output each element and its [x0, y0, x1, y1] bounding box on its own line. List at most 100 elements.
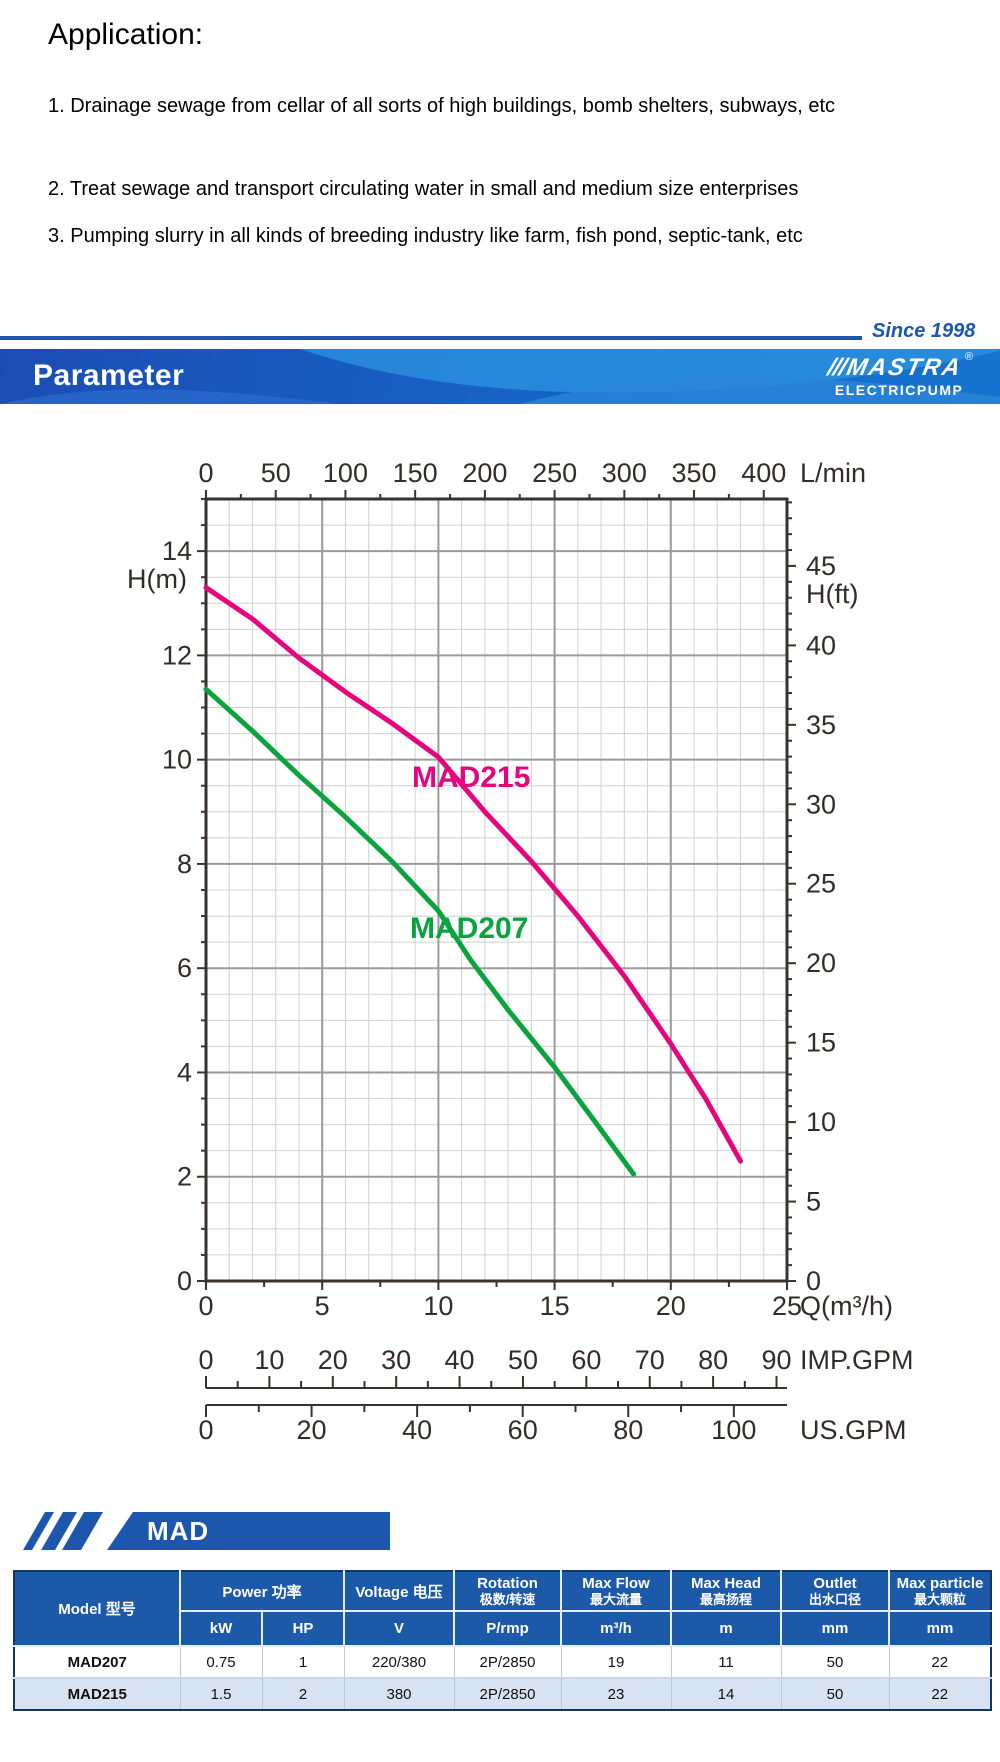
svg-text:4: 4 — [177, 1057, 192, 1087]
svg-text:10: 10 — [806, 1107, 836, 1137]
svg-text:400: 400 — [741, 458, 786, 488]
cell-outlet: 50 — [780, 1678, 890, 1710]
svg-text:20: 20 — [318, 1345, 348, 1375]
curve-MAD207 — [203, 686, 637, 1177]
svg-text:20: 20 — [297, 1415, 327, 1445]
mad-banner-block: MAD — [107, 1512, 390, 1550]
svg-text:80: 80 — [613, 1415, 643, 1445]
svg-text:US.GPM: US.GPM — [800, 1415, 907, 1445]
col-header-voltage: Voltage 电压 — [343, 1571, 455, 1612]
parameter-title: Parameter — [33, 359, 185, 392]
svg-text:0: 0 — [198, 1415, 213, 1445]
svg-text:10: 10 — [254, 1345, 284, 1375]
svg-text:12: 12 — [162, 640, 192, 670]
unit-head: m — [670, 1610, 782, 1647]
curve-MAD215 — [203, 585, 744, 1164]
cell-particle: 22 — [888, 1678, 991, 1710]
svg-text:30: 30 — [381, 1345, 411, 1375]
svg-text:5: 5 — [315, 1291, 330, 1321]
cell-flow: 19 — [560, 1646, 672, 1679]
unit-particle: mm — [888, 1610, 991, 1647]
application-item-1: 1. Drainage sewage from cellar of all so… — [48, 95, 836, 117]
svg-text:0: 0 — [198, 1291, 213, 1321]
logo-brand-text: MASTRA — [844, 354, 965, 381]
cell-rotation: 2P/2850 — [453, 1646, 562, 1679]
cell-particle: 22 — [888, 1646, 991, 1679]
application-item-2: 2. Treat sewage and transport circulatin… — [48, 178, 799, 200]
table-row-mad215: MAD215 1.5 2 380 2P/2850 23 14 50 22 — [14, 1678, 991, 1710]
cell-model: MAD215 — [14, 1678, 181, 1710]
col-header-max-flow: Max Flow 最大流量 — [560, 1571, 672, 1612]
svg-text:300: 300 — [602, 458, 647, 488]
svg-text:35: 35 — [806, 710, 836, 740]
svg-text:2: 2 — [177, 1162, 192, 1192]
svg-text:350: 350 — [672, 458, 717, 488]
svg-text:20: 20 — [656, 1291, 686, 1321]
svg-text:Q(m³/h): Q(m³/h) — [800, 1291, 893, 1321]
cell-rotation: 2P/2850 — [453, 1678, 562, 1710]
curve-label-MAD207: MAD207 — [410, 912, 528, 945]
svg-text:20: 20 — [806, 948, 836, 978]
svg-text:150: 150 — [393, 458, 438, 488]
mastra-logo: ///MASTRA® ELECTRICPUMP — [825, 352, 973, 398]
unit-rotation: P/rmp — [453, 1610, 562, 1647]
svg-text:25: 25 — [806, 869, 836, 899]
pump-curve-chart-svg: 0 50 100 150 200 250 300 350 4000246810121451015… — [127, 458, 914, 1445]
svg-text:8: 8 — [177, 849, 192, 879]
cell-hp: 2 — [261, 1678, 345, 1710]
svg-text:25: 25 — [772, 1291, 802, 1321]
col-header-max-head: Max Head 最高扬程 — [670, 1571, 782, 1612]
logo-subtitle: ELECTRICPUMP — [834, 382, 964, 398]
svg-text:H(m): H(m) — [127, 564, 187, 594]
svg-text:0: 0 — [198, 1345, 213, 1375]
cell-hp: 1 — [261, 1646, 345, 1679]
cell-kw: 1.5 — [179, 1678, 263, 1710]
cell-voltage: 380 — [343, 1678, 455, 1710]
cell-flow: 23 — [560, 1678, 672, 1710]
cell-head: 11 — [670, 1646, 782, 1679]
svg-text:14: 14 — [162, 536, 192, 566]
svg-text:0: 0 — [198, 458, 213, 488]
svg-text:250: 250 — [532, 458, 577, 488]
svg-text:100: 100 — [711, 1415, 756, 1445]
mad-section-banner: MAD — [15, 1512, 390, 1550]
svg-text:200: 200 — [462, 458, 507, 488]
table-row-mad207: MAD207 0.75 1 220/380 2P/2850 19 11 50 2… — [14, 1646, 991, 1679]
svg-text:10: 10 — [423, 1291, 453, 1321]
unit-outlet: mm — [780, 1610, 890, 1647]
svg-text:15: 15 — [540, 1291, 570, 1321]
cell-outlet: 50 — [780, 1646, 890, 1679]
unit-v: V — [343, 1610, 455, 1647]
pump-curve-chart: 0 50 100 150 200 250 300 350 400 0 2 4 6 8 10 12 14 5 10 15… — [0, 404, 1000, 1504]
mad-section-label: MAD — [147, 1516, 210, 1546]
svg-text:45: 45 — [806, 551, 836, 581]
unit-kw: kW — [180, 1610, 263, 1647]
banner-wave-decoration — [0, 349, 1000, 404]
col-header-model: Model 型号 — [14, 1571, 181, 1647]
divider-rule — [0, 336, 862, 340]
svg-text:30: 30 — [806, 789, 836, 819]
unit-hp: HP — [261, 1610, 345, 1647]
cell-kw: 0.75 — [179, 1646, 263, 1679]
spec-table: Model 型号 Power 功率 Voltage 电压 Rotation 极数/… — [13, 1570, 992, 1711]
svg-text:0: 0 — [177, 1266, 192, 1296]
svg-text:90: 90 — [761, 1345, 791, 1375]
svg-text:70: 70 — [635, 1345, 665, 1375]
cell-head: 14 — [670, 1678, 782, 1710]
svg-text:15: 15 — [806, 1028, 836, 1058]
svg-text:80: 80 — [698, 1345, 728, 1375]
parameter-banner: Parameter ///MASTRA® ELECTRICPUMP — [0, 349, 1000, 404]
cell-voltage: 220/380 — [343, 1646, 455, 1679]
svg-text:IMP.GPM: IMP.GPM — [800, 1345, 914, 1375]
registered-mark: ® — [964, 351, 973, 363]
svg-text:60: 60 — [508, 1415, 538, 1445]
svg-text:50: 50 — [261, 458, 291, 488]
col-header-outlet: Outlet 出水口径 — [780, 1571, 890, 1612]
svg-text:40: 40 — [402, 1415, 432, 1445]
svg-text:0: 0 — [806, 1266, 821, 1296]
cell-model: MAD207 — [14, 1646, 181, 1679]
svg-text:40: 40 — [445, 1345, 475, 1375]
application-item-3: 3. Pumping slurry in all kinds of breedi… — [48, 225, 803, 247]
col-header-power: Power 功率 — [179, 1571, 345, 1612]
